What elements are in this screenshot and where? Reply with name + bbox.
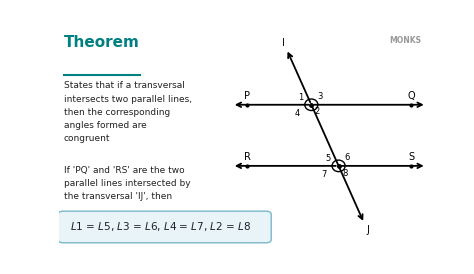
Text: 8: 8 xyxy=(342,169,347,178)
Text: Theorem: Theorem xyxy=(64,35,139,50)
Text: $\mathit{L}$1 = $\mathit{L}$5, $\mathit{L}$3 = $\mathit{L}$6, $\mathit{L}$4 = $\: $\mathit{L}$1 = $\mathit{L}$5, $\mathit{… xyxy=(70,221,252,233)
Text: 5: 5 xyxy=(325,154,330,163)
Text: Q: Q xyxy=(407,91,415,101)
Text: If 'PQ' and 'RS' are the two
parallel lines intersected by
the transversal 'IJ',: If 'PQ' and 'RS' are the two parallel li… xyxy=(64,166,190,201)
Text: J: J xyxy=(366,225,369,235)
Text: 6: 6 xyxy=(345,153,350,162)
Text: I: I xyxy=(282,38,284,48)
Text: P: P xyxy=(245,91,250,101)
Text: 1: 1 xyxy=(298,93,303,102)
Text: S: S xyxy=(408,152,414,162)
Text: 4: 4 xyxy=(294,109,300,118)
Text: 2: 2 xyxy=(315,107,320,116)
Text: 7: 7 xyxy=(321,170,327,179)
Text: 3: 3 xyxy=(317,92,323,101)
Text: MONKS: MONKS xyxy=(389,36,421,45)
Text: R: R xyxy=(244,152,251,162)
FancyBboxPatch shape xyxy=(58,211,271,243)
Text: States that if a transversal
intersects two parallel lines,
then the correspondi: States that if a transversal intersects … xyxy=(64,81,191,143)
